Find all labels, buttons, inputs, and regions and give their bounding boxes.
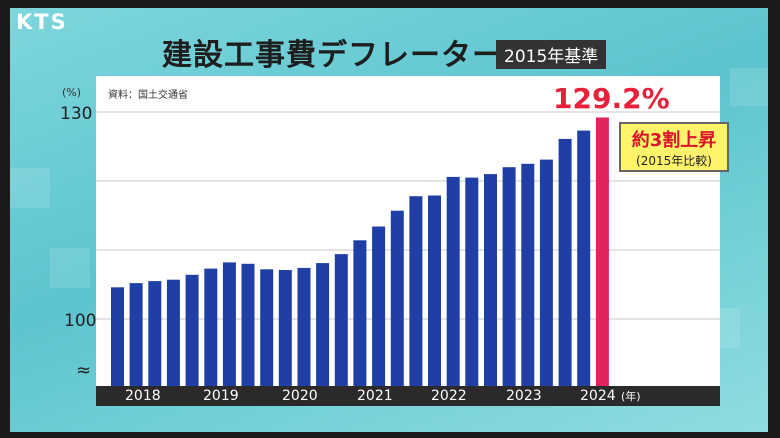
bar	[297, 267, 311, 386]
x-tick-label: 2018	[125, 388, 161, 404]
broadcaster-logo: KTS	[16, 10, 68, 34]
x-tick-label: 2019	[203, 388, 239, 404]
chart-plot-area	[96, 76, 720, 387]
y-tick-label-130: 130	[60, 104, 93, 124]
background-tile	[50, 248, 90, 288]
bar	[502, 167, 516, 386]
x-tick-label: 2021	[357, 388, 393, 404]
callout-box: 約3割上昇 (2015年比較)	[619, 122, 729, 172]
bar	[409, 196, 423, 386]
bar	[166, 279, 180, 386]
y-tick-label-100: 100	[64, 311, 97, 331]
x-tick-label: 2023	[506, 388, 542, 404]
bar	[372, 226, 386, 386]
bar	[148, 281, 162, 386]
bar	[129, 283, 143, 386]
bar	[484, 174, 497, 386]
bar	[111, 287, 124, 386]
highlight-bar	[595, 117, 609, 386]
bar	[204, 268, 218, 386]
bar	[353, 240, 367, 386]
source-note: 資料：国土交通省	[108, 90, 188, 101]
bar-series	[111, 117, 609, 387]
axis-break-symbol: ≈	[76, 360, 92, 381]
bar	[334, 254, 348, 386]
base-year-badge: 2015年基準	[496, 40, 607, 69]
bar	[465, 177, 479, 386]
callout-main-text: 約3割上昇	[631, 130, 717, 151]
bar	[222, 262, 236, 386]
callout-sub-text: (2015年比較)	[636, 154, 712, 168]
x-tick-label: 2022	[431, 388, 467, 404]
bar	[558, 138, 572, 386]
bar	[521, 163, 535, 387]
bar	[278, 270, 292, 386]
grid-lines	[96, 111, 720, 320]
bar	[316, 263, 330, 386]
background-tile	[10, 168, 50, 208]
bar	[428, 195, 441, 386]
bar	[241, 263, 255, 386]
x-tick-label: 2020	[282, 388, 318, 404]
y-axis-unit: (%)	[62, 86, 82, 99]
x-axis-unit: (年)	[621, 390, 641, 403]
highlight-value-label: 129.2%	[553, 82, 670, 115]
bar	[260, 269, 274, 386]
chart-title: 建設工事費デフレーター	[162, 38, 503, 73]
bar	[390, 210, 404, 386]
bar	[577, 130, 591, 386]
bar	[185, 274, 199, 386]
bar	[539, 159, 553, 386]
x-axis-band	[96, 386, 720, 406]
x-tick-label: 2024	[580, 388, 616, 404]
bar	[446, 176, 460, 386]
background-tile	[730, 68, 768, 106]
plot-background	[96, 76, 720, 386]
